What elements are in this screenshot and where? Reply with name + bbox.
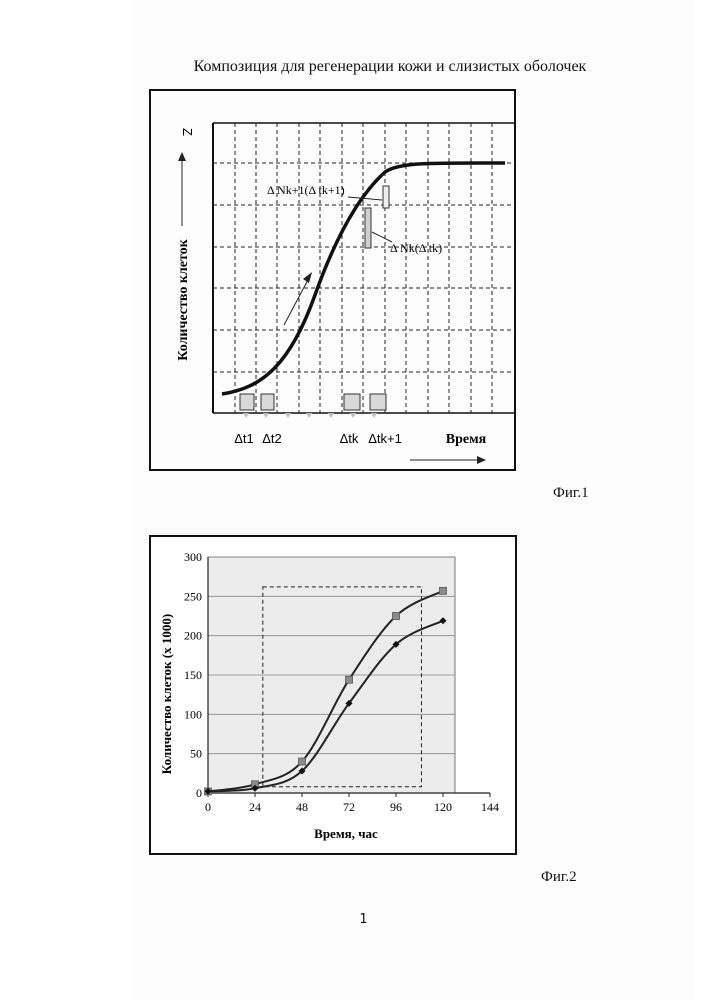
fig2-x-tick-label: 144 [481,800,499,814]
fig2-y-tick-label: 200 [184,629,202,643]
page-number: 1 [0,912,707,927]
fig1-caption: Фиг.1 [553,485,589,502]
fig2-y-tick-label: 150 [184,668,202,682]
annot-k-leader [372,232,392,242]
fig1-growth-arrowhead [303,272,312,283]
figure-1: Количество клеток Z Время Δt1 Δt2 Δtk Δt… [0,0,707,500]
interval-box-2 [261,394,274,410]
interval-label-2: Δt2 [262,431,282,446]
annot-k-label: Δ Nk(Δ tk) [390,241,442,255]
fig2-y-tick-label: 100 [184,707,202,721]
fig2-y-axis-label: Количество клеток (x 1000) [159,614,174,774]
fig2-y-tick-label: 300 [184,550,202,564]
fig2-point-square [346,676,353,683]
fig1-y-label: Количество клеток [176,238,191,360]
delta-bar-k [365,208,371,248]
fig2-x-axis-label: Время, час [314,826,378,841]
fig2-point-square [440,587,447,594]
fig2-x-tick-label: 120 [434,800,452,814]
fig2-x-tick-label: 0 [205,800,211,814]
fig1-z-label: Z [180,128,195,136]
interval-box-1 [240,394,254,410]
interval-label-1: Δt1 [234,431,254,446]
fig2-y-tick-label: 50 [190,747,202,761]
annot-k1-leader [348,197,382,200]
fig1-interval-boxes [240,394,386,410]
interval-box-k [344,394,360,410]
interval-label-k1: Δtk+1 [368,431,402,446]
fig2-y-tick-label: 0 [196,786,202,800]
fig2-x-tick-label: 24 [249,800,261,814]
interval-label-k: Δtk [340,431,359,446]
fig2-x-tick-label: 48 [296,800,308,814]
fig2-caption: Фиг.2 [541,869,577,886]
fig2-point-square [299,758,306,765]
figure-2-chart: 0 50 100 150 200 250 300 0 24 48 72 96 120 144 Время,… [0,520,707,880]
fig1-x-label: Время [446,432,487,447]
fig2-point-square [393,613,400,620]
fig2-y-tick-label: 250 [184,589,202,603]
fig2-x-tick-label: 72 [343,800,355,814]
fig2-x-tick-label: 96 [390,800,402,814]
fig1-grid [213,123,515,413]
annot-k1-label: Δ Nk+1(Δ tk+1) [267,183,345,197]
delta-bar-k1 [383,186,389,208]
fig1-y-arrowhead [178,152,186,161]
fig1-x-arrowhead [477,456,486,464]
interval-box-k1 [370,394,386,410]
